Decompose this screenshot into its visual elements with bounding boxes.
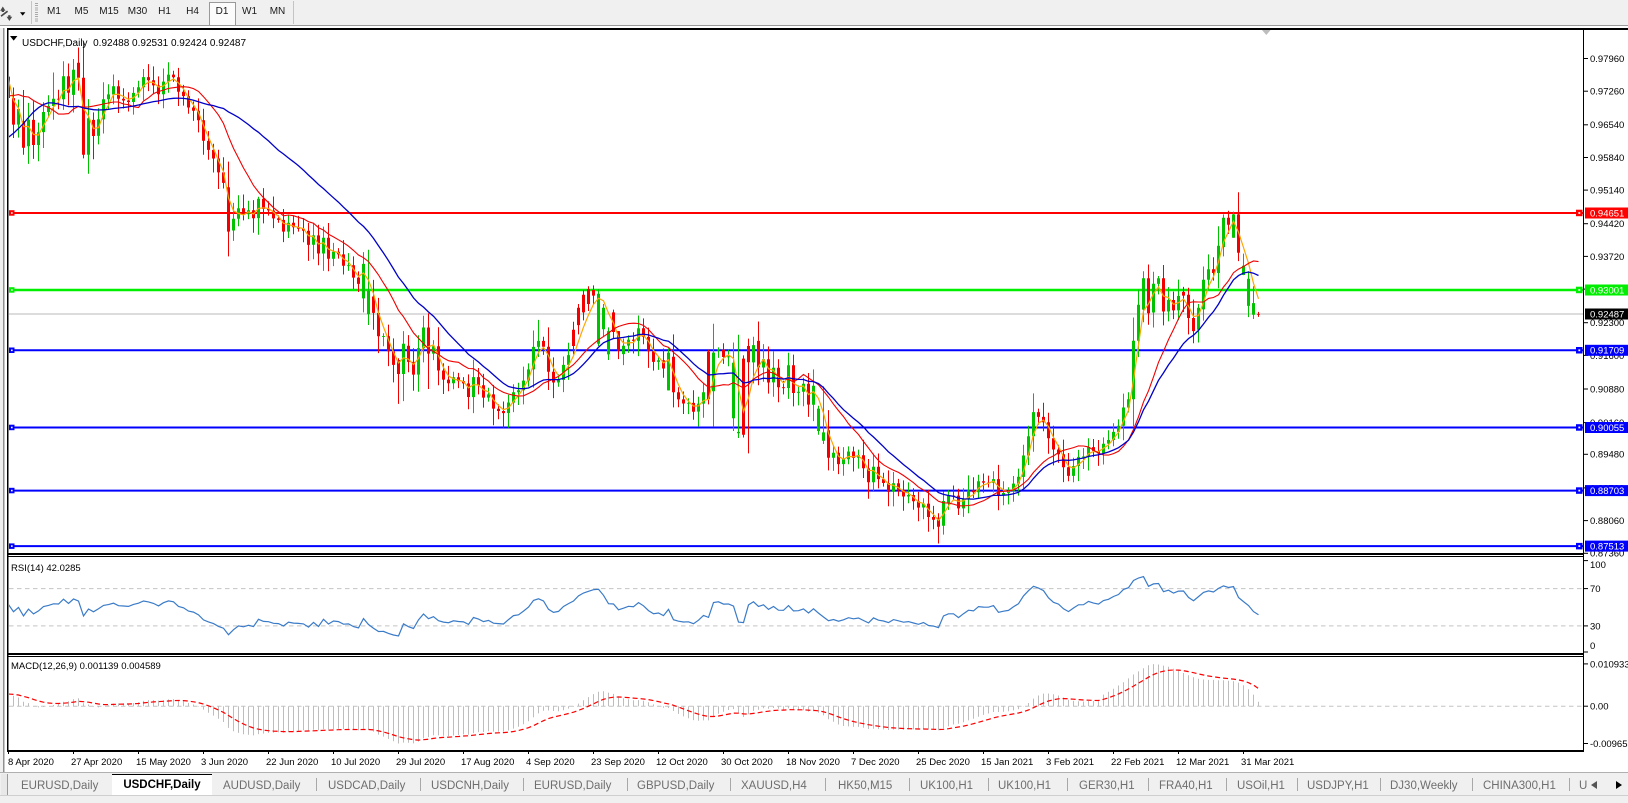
svg-text:30 Oct 2020: 30 Oct 2020 [721, 757, 773, 768]
svg-text:0.95840: 0.95840 [1590, 153, 1624, 164]
svg-text:0.93001: 0.93001 [1590, 285, 1624, 296]
svg-text:RSI(14) 42.0285: RSI(14) 42.0285 [11, 563, 81, 574]
svg-text:0.95140: 0.95140 [1590, 186, 1624, 197]
svg-text:0.87513: 0.87513 [1590, 542, 1624, 553]
svg-text:3 Jun 2020: 3 Jun 2020 [201, 757, 248, 768]
svg-text:10 Jul 2020: 10 Jul 2020 [331, 757, 380, 768]
svg-text:0.90055: 0.90055 [1590, 423, 1624, 434]
svg-text:0.91709: 0.91709 [1590, 346, 1624, 357]
svg-text:USDCHF,Daily 0.92488 0.92531: USDCHF,Daily 0.92488 0.92531 0.92424 0.9… [22, 38, 246, 49]
svg-text:12 Mar 2021: 12 Mar 2021 [1176, 757, 1229, 768]
svg-text:7 Dec 2020: 7 Dec 2020 [851, 757, 900, 768]
svg-text:0.90880: 0.90880 [1590, 384, 1624, 395]
svg-text:0.88703: 0.88703 [1590, 486, 1624, 497]
svg-text:3 Feb 2021: 3 Feb 2021 [1046, 757, 1094, 768]
svg-text:22 Jun 2020: 22 Jun 2020 [266, 757, 318, 768]
svg-text:31 Mar 2021: 31 Mar 2021 [1241, 757, 1294, 768]
svg-text:MACD(12,26,9) 0.001139 0.00458: MACD(12,26,9) 0.001139 0.004589 [11, 661, 161, 672]
svg-text:0.00: 0.00 [1590, 702, 1609, 713]
svg-text:23 Sep 2020: 23 Sep 2020 [591, 757, 645, 768]
svg-text:15 May 2020: 15 May 2020 [136, 757, 191, 768]
svg-text:0.94420: 0.94420 [1590, 219, 1624, 230]
svg-text:22 Feb 2021: 22 Feb 2021 [1111, 757, 1164, 768]
svg-text:0.97960: 0.97960 [1590, 54, 1624, 65]
svg-text:29 Jul 2020: 29 Jul 2020 [396, 757, 445, 768]
svg-text:0.92300: 0.92300 [1590, 318, 1624, 329]
svg-text:0.88060: 0.88060 [1590, 516, 1624, 527]
svg-text:12 Oct 2020: 12 Oct 2020 [656, 757, 708, 768]
svg-text:0.97260: 0.97260 [1590, 87, 1624, 98]
svg-text:30: 30 [1590, 621, 1601, 632]
svg-text:18 Nov 2020: 18 Nov 2020 [786, 757, 840, 768]
svg-text:0.91600: 0.91600 [1590, 351, 1624, 362]
svg-text:0.92487: 0.92487 [1590, 309, 1624, 320]
svg-text:0.96540: 0.96540 [1590, 120, 1624, 131]
svg-text:-0.009653: -0.009653 [1590, 739, 1628, 750]
svg-text:4 Sep 2020: 4 Sep 2020 [526, 757, 575, 768]
svg-text:0: 0 [1590, 641, 1595, 652]
svg-text:100: 100 [1590, 560, 1606, 571]
svg-text:25 Dec 2020: 25 Dec 2020 [916, 757, 970, 768]
svg-text:0.010933: 0.010933 [1590, 659, 1628, 670]
svg-text:27 Apr 2020: 27 Apr 2020 [71, 757, 122, 768]
svg-text:8 Apr 2020: 8 Apr 2020 [8, 757, 54, 768]
svg-text:70: 70 [1590, 584, 1601, 595]
svg-text:0.93720: 0.93720 [1590, 252, 1624, 263]
svg-text:0.87360: 0.87360 [1590, 549, 1624, 560]
svg-text:0.89480: 0.89480 [1590, 450, 1624, 461]
svg-text:15 Jan 2021: 15 Jan 2021 [981, 757, 1033, 768]
svg-text:0.94651: 0.94651 [1590, 208, 1624, 219]
svg-text:17 Aug 2020: 17 Aug 2020 [461, 757, 514, 768]
